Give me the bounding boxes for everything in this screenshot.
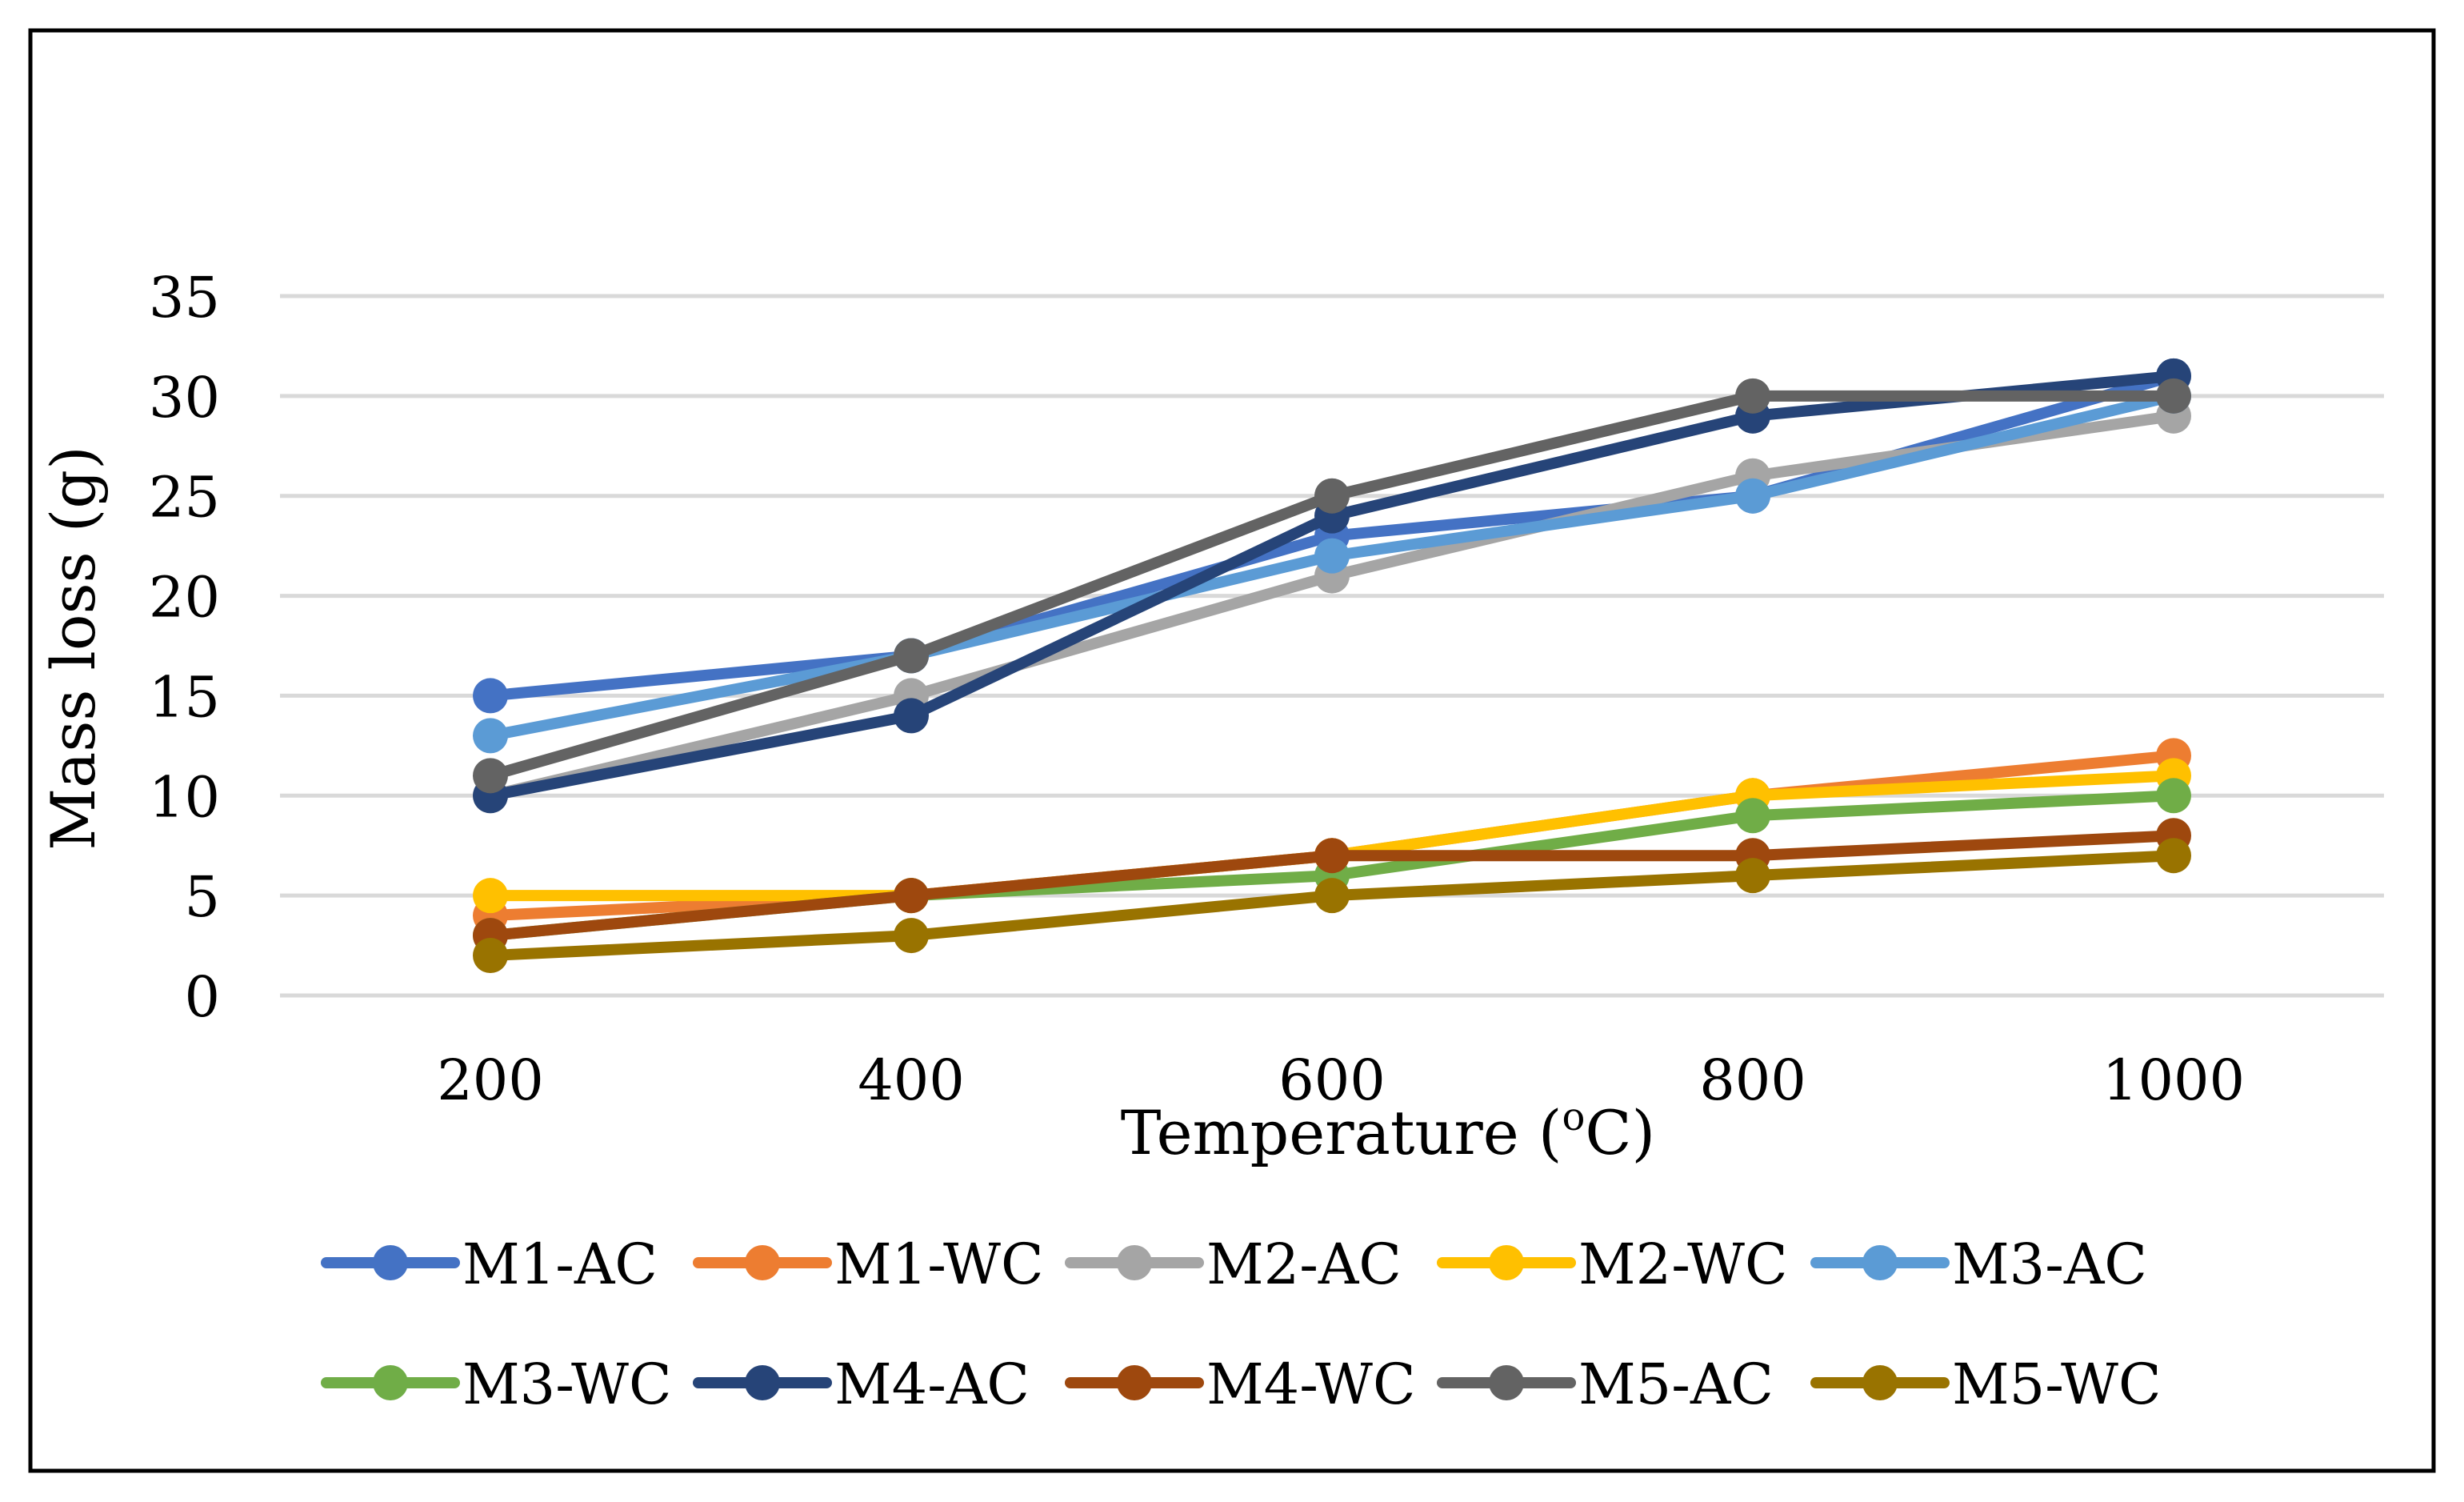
data-point-M5-WC-600 [1314,878,1350,914]
x-tick-label: 1000 [2102,1047,2245,1113]
x-axis-label-sup: o [1562,1095,1586,1140]
legend-label: M5-WC [1952,1352,2162,1417]
legend-label: M2-WC [1578,1232,1788,1297]
series-M5-WC [473,838,2191,974]
y-tick-label: 20 [149,565,220,631]
y-tick-label: 15 [149,664,220,730]
legend-swatch-marker [1489,1365,1524,1400]
x-axis-label: Temperature (oC) [1121,1095,1655,1168]
x-tick-label: 800 [1699,1047,1806,1113]
legend-label: M1-WC [834,1232,1044,1297]
legend-item-M1-WC[interactable]: M1-WC [693,1232,1044,1297]
y-axis-label: Mass loss (g) [38,446,109,850]
data-point-M5-AC-400 [894,638,929,674]
legend-label: M3-WC [462,1352,672,1417]
y-tick-label: 35 [149,265,220,330]
data-point-M5-WC-200 [473,938,508,974]
data-point-M5-AC-600 [1314,478,1350,514]
legend-item-M2-AC[interactable]: M2-AC [1065,1232,1402,1297]
data-point-M4-WC-400 [894,878,929,914]
chart-border [28,28,2436,1473]
legend-swatch-marker [1489,1245,1524,1280]
legend-item-M2-WC[interactable]: M2-WC [1437,1232,1788,1297]
legend-label: M5-AC [1578,1352,1774,1417]
data-point-M3-WC-1000 [2156,778,2191,814]
y-tick-label: 0 [184,964,220,1030]
y-tick-label: 5 [184,864,220,930]
y-axis-ticks: 0 5 10 15 20 25 30 35 [149,265,220,1030]
data-point-M3-AC-200 [473,718,508,754]
legend-swatch-marker [373,1365,408,1400]
legend-swatch-marker [1862,1365,1898,1400]
legend-label: M2-AC [1206,1232,1402,1297]
data-point-M4-WC-600 [1314,838,1350,874]
legend-item-M3-AC[interactable]: M3-AC [1810,1232,2147,1297]
x-tick-label: 400 [858,1047,965,1113]
data-point-M5-WC-400 [894,918,929,954]
legend-label: M1-AC [462,1232,658,1297]
x-axis-label-main: Temperature ( [1121,1097,1562,1168]
series-M5-AC [473,378,2191,794]
legend-item-M4-AC[interactable]: M4-AC [693,1352,1030,1417]
x-tick-label: 200 [437,1047,544,1113]
data-point-M1-AC-200 [473,678,508,714]
y-tick-label: 30 [149,365,220,431]
data-point-M5-WC-800 [1735,858,1770,894]
legend-swatch-marker [745,1245,780,1280]
legend: M1-AC M1-WC M2-AC M2-WC M3-AC M3-WC M4-AC M4-WC… [321,1232,2162,1417]
y-tick-label: 10 [149,764,220,830]
x-axis-label-tail: C) [1585,1097,1655,1168]
legend-label: M4-WC [1206,1352,1416,1417]
legend-label: M4-AC [834,1352,1030,1417]
series-layer [473,358,2191,974]
legend-swatch-marker [1862,1245,1898,1280]
legend-swatch-marker [745,1365,780,1400]
x-tick-label: 600 [1278,1047,1386,1113]
data-point-M5-AC-200 [473,758,508,794]
legend-swatch-marker [1117,1365,1152,1400]
x-axis-ticks: 200 400 600 800 1000 [437,1047,2245,1113]
data-point-M3-AC-600 [1314,538,1350,574]
legend-item-M3-WC[interactable]: M3-WC [321,1352,672,1417]
data-point-M4-AC-400 [894,698,929,734]
legend-label: M3-AC [1952,1232,2147,1297]
data-point-M5-AC-800 [1735,378,1770,414]
data-point-M2-WC-200 [473,878,508,914]
data-point-M3-WC-800 [1735,798,1770,834]
y-tick-label: 25 [149,465,220,531]
legend-item-M1-AC[interactable]: M1-AC [321,1232,658,1297]
legend-item-M4-WC[interactable]: M4-WC [1065,1352,1416,1417]
data-point-M5-AC-1000 [2156,378,2191,414]
legend-swatch-marker [373,1245,408,1280]
data-point-M3-AC-800 [1735,478,1770,514]
legend-swatch-marker [1117,1245,1152,1280]
data-point-M5-WC-1000 [2156,838,2191,874]
legend-item-M5-AC[interactable]: M5-AC [1437,1352,1774,1417]
legend-item-M5-WC[interactable]: M5-WC [1810,1352,2162,1417]
